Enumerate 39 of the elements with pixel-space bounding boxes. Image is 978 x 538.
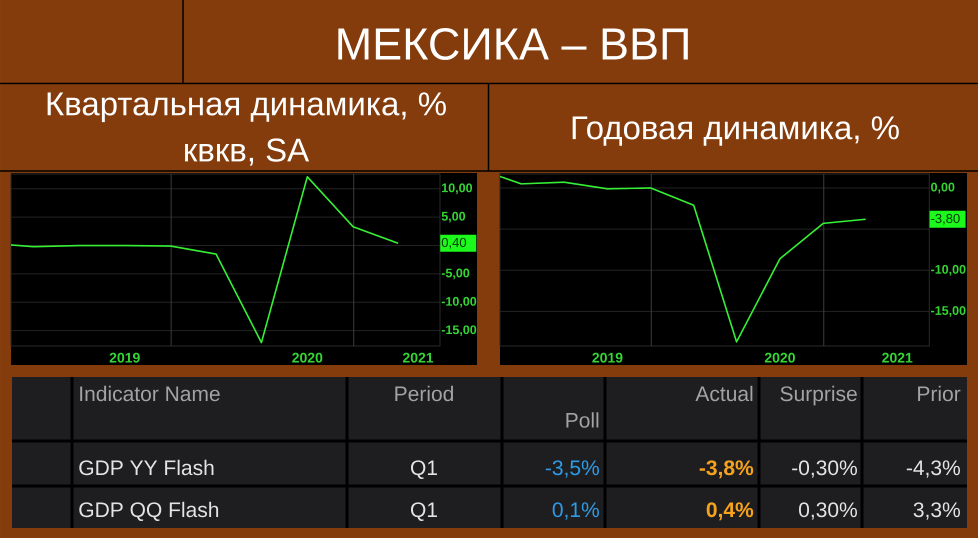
text: 0,40 (442, 238, 466, 249)
chart-title: Годовая динамика, % (572, 116, 899, 146)
text: Q1 (411, 460, 437, 479)
text: GDP YY Flash (79, 460, 214, 476)
text: -3,5% (546, 460, 599, 478)
text: -3,80 (931, 214, 960, 225)
text: МЕКСИКА – ВВП (338, 28, 688, 60)
line-series (11, 176, 399, 344)
text: Prior (918, 386, 960, 402)
y-tick-label: -10,00 (442, 296, 476, 308)
text: Actual (695, 386, 752, 402)
x-tick-label: 2019 (110, 352, 140, 363)
text: Period (395, 386, 453, 402)
text: -0,30% (792, 460, 857, 478)
y-tick-label: -15,00 (442, 325, 476, 336)
line-series (500, 176, 866, 343)
text: Surprise (780, 386, 857, 406)
text: Poll (566, 412, 598, 428)
text: Q1 (411, 502, 437, 521)
y-tick-label: -5,00 (442, 268, 470, 280)
x-tick-label: 2021 (882, 352, 912, 363)
text: 0,1% (552, 502, 599, 520)
text: 0,30% (799, 502, 857, 520)
y-tick-label: 10,00 (442, 183, 472, 194)
text: 0,4% (706, 502, 754, 520)
text: GDP QQ Flash (79, 502, 218, 521)
y-tick-label: 0,00 (931, 182, 954, 194)
y-tick-label: 5,00 (442, 212, 466, 222)
chart-title: Квартальная динамика, % квкв, SA (48, 92, 446, 166)
x-tick-label: 2019 (592, 352, 622, 363)
text: Indicator Name (80, 386, 220, 402)
y-tick-label: -10,00 (931, 264, 966, 276)
text: -3,8% (700, 460, 754, 478)
y-tick-label: -15,00 (931, 306, 966, 317)
x-tick-label: 2020 (292, 352, 322, 363)
text: 3,3% (914, 502, 960, 520)
x-tick-label: 2020 (764, 352, 795, 363)
x-tick-label: 2021 (402, 352, 434, 363)
text: -4,3% (906, 460, 960, 478)
